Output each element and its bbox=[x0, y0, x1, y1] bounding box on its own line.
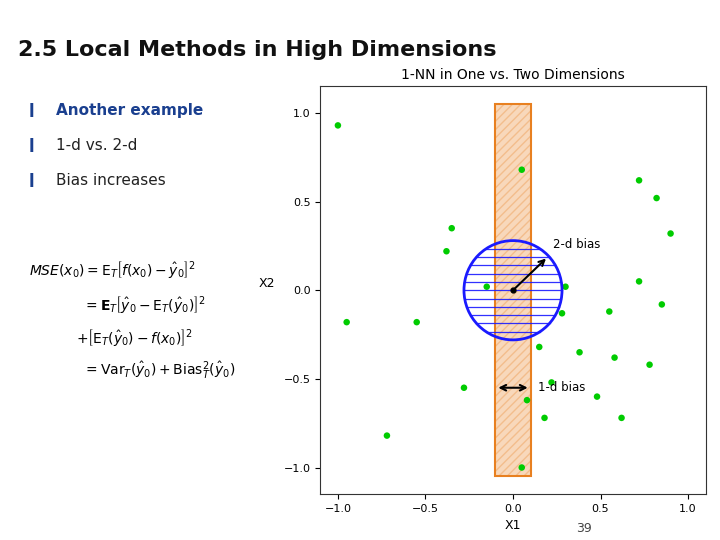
Point bbox=[332, 121, 343, 130]
Point bbox=[381, 431, 392, 440]
Text: 39: 39 bbox=[576, 522, 592, 535]
Y-axis label: X2: X2 bbox=[258, 277, 275, 291]
Point bbox=[546, 378, 557, 387]
Point bbox=[411, 318, 423, 327]
Bar bbox=[495, 104, 531, 476]
Point bbox=[656, 300, 667, 309]
Point bbox=[651, 194, 662, 202]
Point bbox=[481, 282, 492, 291]
Point bbox=[441, 247, 452, 255]
Point bbox=[521, 396, 533, 404]
Point bbox=[516, 165, 528, 174]
Text: 2.5 Local Methods in High Dimensions: 2.5 Local Methods in High Dimensions bbox=[18, 40, 497, 60]
Point bbox=[603, 307, 615, 316]
Text: l: l bbox=[29, 138, 35, 156]
Text: Another example: Another example bbox=[56, 103, 204, 118]
Bar bbox=[495, 104, 531, 476]
Point bbox=[446, 224, 457, 233]
X-axis label: X1: X1 bbox=[505, 519, 521, 532]
Text: l: l bbox=[29, 103, 35, 120]
Point bbox=[458, 383, 469, 392]
Text: 1-d vs. 2-d: 1-d vs. 2-d bbox=[56, 138, 138, 153]
Point bbox=[574, 348, 585, 356]
Point bbox=[516, 463, 528, 472]
Text: 1-d bias: 1-d bias bbox=[538, 381, 585, 394]
Point bbox=[644, 360, 655, 369]
Point bbox=[634, 176, 645, 185]
Text: $MSE(x_0) = \mathrm{E}_T\left[f(x_0) - \hat{y}_0\right]^2$: $MSE(x_0) = \mathrm{E}_T\left[f(x_0) - \… bbox=[29, 259, 196, 280]
Text: Bias increases: Bias increases bbox=[56, 173, 166, 188]
Text: 2-d bias: 2-d bias bbox=[553, 238, 600, 251]
Point bbox=[665, 229, 676, 238]
Text: l: l bbox=[29, 173, 35, 191]
Point bbox=[634, 277, 645, 286]
Text: $+\left[\mathrm{E}_T(\hat{y}_0) - f(x_0)\right]^2$: $+\left[\mathrm{E}_T(\hat{y}_0) - f(x_0)… bbox=[76, 327, 193, 348]
Point bbox=[539, 414, 550, 422]
Point bbox=[591, 392, 603, 401]
Text: $= \mathrm{Var}_T(\hat{y}_0) + \mathrm{Bias}_T^2(\hat{y}_0)$: $= \mathrm{Var}_T(\hat{y}_0) + \mathrm{B… bbox=[83, 359, 235, 381]
Point bbox=[616, 414, 627, 422]
Text: $= \mathbf{E}_T\left[\hat{y}_0 - \mathrm{E}_T(\hat{y}_0)\right]^2$: $= \mathbf{E}_T\left[\hat{y}_0 - \mathrm… bbox=[83, 294, 206, 315]
Title: 1-NN in One vs. Two Dimensions: 1-NN in One vs. Two Dimensions bbox=[401, 69, 625, 83]
Point bbox=[559, 282, 571, 291]
Point bbox=[341, 318, 352, 327]
Point bbox=[534, 343, 545, 352]
Point bbox=[609, 353, 621, 362]
Point bbox=[557, 309, 568, 318]
